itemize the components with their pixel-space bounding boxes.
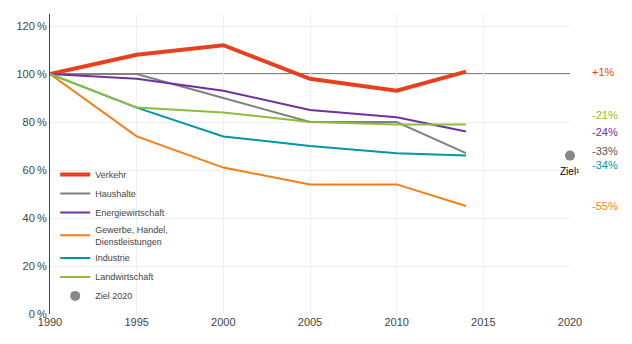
- svg-text:40 %: 40 %: [23, 212, 47, 224]
- svg-text:-21%: -21%: [592, 109, 618, 121]
- svg-text:Verkehr: Verkehr: [95, 170, 126, 180]
- svg-text:2010: 2010: [384, 316, 408, 328]
- svg-text:80 %: 80 %: [23, 116, 47, 128]
- svg-text:-33%: -33%: [592, 145, 618, 157]
- svg-text:Industrie: Industrie: [95, 253, 130, 263]
- svg-text:2015: 2015: [471, 316, 495, 328]
- svg-text:-55%: -55%: [592, 200, 618, 212]
- svg-text:1995: 1995: [124, 316, 148, 328]
- svg-text:2005: 2005: [298, 316, 322, 328]
- svg-text:Ziel¹: Ziel¹: [560, 166, 580, 177]
- svg-text:20 %: 20 %: [23, 260, 47, 272]
- svg-text:1990: 1990: [38, 316, 62, 328]
- svg-text:-34%: -34%: [592, 159, 618, 171]
- svg-text:-24%: -24%: [592, 126, 618, 138]
- svg-text:+1%: +1%: [592, 66, 615, 78]
- svg-text:2020: 2020: [558, 316, 582, 328]
- svg-text:Gewerbe, Handel,Dienstleistung: Gewerbe, Handel,Dienstleistungen: [95, 225, 168, 247]
- svg-text:60 %: 60 %: [23, 164, 47, 176]
- svg-text:120 %: 120 %: [16, 20, 47, 32]
- svg-text:0 %: 0 %: [29, 308, 47, 320]
- svg-text:Landwirtschaft: Landwirtschaft: [95, 272, 154, 282]
- svg-text:Energiewirtschaft: Energiewirtschaft: [95, 208, 165, 218]
- svg-text:Ziel 2020: Ziel 2020: [95, 291, 132, 301]
- svg-text:100 %: 100 %: [16, 68, 47, 80]
- svg-text:2000: 2000: [211, 316, 235, 328]
- svg-text:Haushalte: Haushalte: [95, 189, 136, 199]
